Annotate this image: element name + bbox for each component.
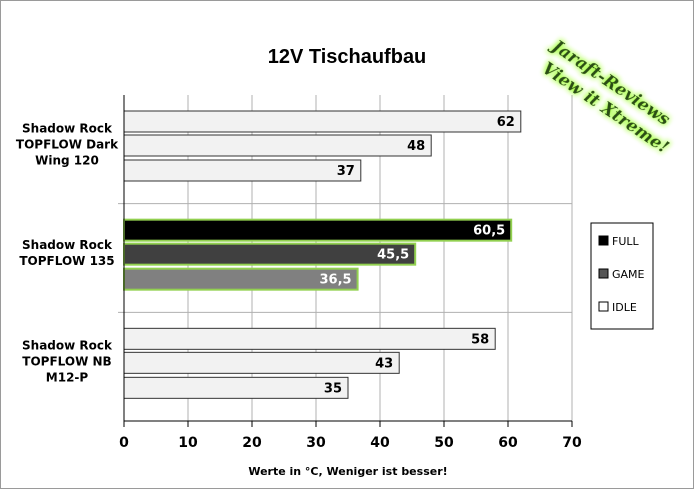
bar-game: [123, 242, 417, 266]
bar-full: [123, 327, 496, 350]
category-label: TOPFLOW 135: [19, 254, 114, 268]
legend-swatch: [598, 235, 609, 246]
bar-game: [123, 134, 432, 157]
x-axis-label: Werte in °C, Weniger ist besser!: [248, 465, 447, 478]
bar-value-label: 36,5: [320, 273, 352, 288]
legend-swatch: [598, 268, 609, 279]
category-label: Shadow Rock: [22, 339, 113, 353]
bar-value-label: 45,5: [377, 248, 409, 263]
category-label: M12-P: [46, 371, 89, 385]
chart-title: 12V Tischaufbau: [268, 46, 427, 68]
bar-value-label: 37: [337, 164, 355, 179]
bar-value-label: 48: [407, 139, 425, 154]
bar-full: [123, 218, 513, 242]
x-tick-label: 0: [119, 435, 129, 451]
bar-idle: [123, 159, 362, 182]
category-label: Shadow Rock: [22, 238, 113, 252]
x-tick-label: 60: [498, 435, 518, 451]
bar-value-label: 58: [471, 332, 489, 347]
bar-value-label: 35: [324, 381, 342, 396]
legend: FULL GAME IDLE: [590, 222, 654, 330]
bar-idle: [123, 376, 349, 399]
x-tick-label: 20: [242, 435, 262, 451]
bar-game: [123, 351, 400, 374]
category-label: Wing 120: [35, 153, 99, 167]
legend-label: IDLE: [612, 301, 637, 314]
bar-value-label: 43: [375, 356, 393, 371]
x-tick-label: 30: [306, 435, 326, 451]
legend-label: GAME: [612, 268, 645, 281]
category-label: TOPFLOW NB: [22, 355, 111, 369]
bar-value-label: 60,5: [473, 224, 505, 239]
x-tick-label: 70: [562, 435, 582, 451]
category-label: Shadow Rock: [22, 121, 113, 135]
legend-swatch: [598, 301, 609, 312]
bar-value-label: 62: [497, 115, 515, 130]
x-tick-label: 40: [370, 435, 390, 451]
x-tick-label: 10: [178, 435, 198, 451]
x-tick-label: 50: [434, 435, 454, 451]
legend-label: FULL: [612, 235, 640, 248]
bar-full: [123, 110, 522, 133]
category-label: TOPFLOW Dark: [16, 137, 119, 151]
